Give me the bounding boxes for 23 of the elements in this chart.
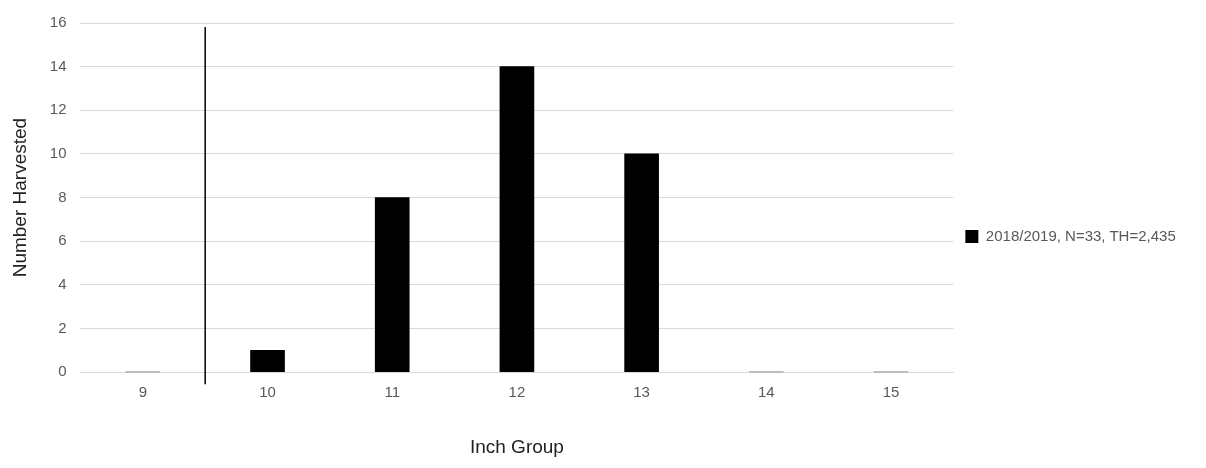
x-tick-label: 9	[138, 383, 147, 401]
x-tick-label: 10	[259, 383, 276, 401]
y-tick-label: 10	[49, 144, 67, 162]
y-axis-title: Number Harvested	[8, 117, 30, 278]
x-tick-label: 15	[882, 383, 900, 401]
y-tick-label: 2	[58, 318, 67, 336]
bar	[624, 153, 659, 373]
legend-label: 2018/2019, N=33, TH=2,435	[985, 226, 1176, 244]
x-tick-label: 14	[757, 383, 775, 401]
y-tick-label: 16	[49, 13, 67, 31]
x-axis-title: Inch Group	[469, 435, 564, 457]
y-tick-label: 6	[58, 231, 67, 249]
x-tick-label: 12	[508, 383, 526, 401]
y-tick-label: 0	[58, 362, 67, 380]
y-tick-label: 14	[49, 56, 67, 74]
y-tick-label: 4	[58, 275, 67, 293]
bar	[374, 197, 410, 373]
x-tick-label: 13	[633, 383, 650, 401]
bar	[250, 350, 285, 373]
y-tick-label: 8	[58, 187, 67, 205]
bar	[499, 66, 535, 373]
y-tick-label: 12	[49, 100, 67, 118]
x-tick-label: 11	[384, 383, 401, 401]
